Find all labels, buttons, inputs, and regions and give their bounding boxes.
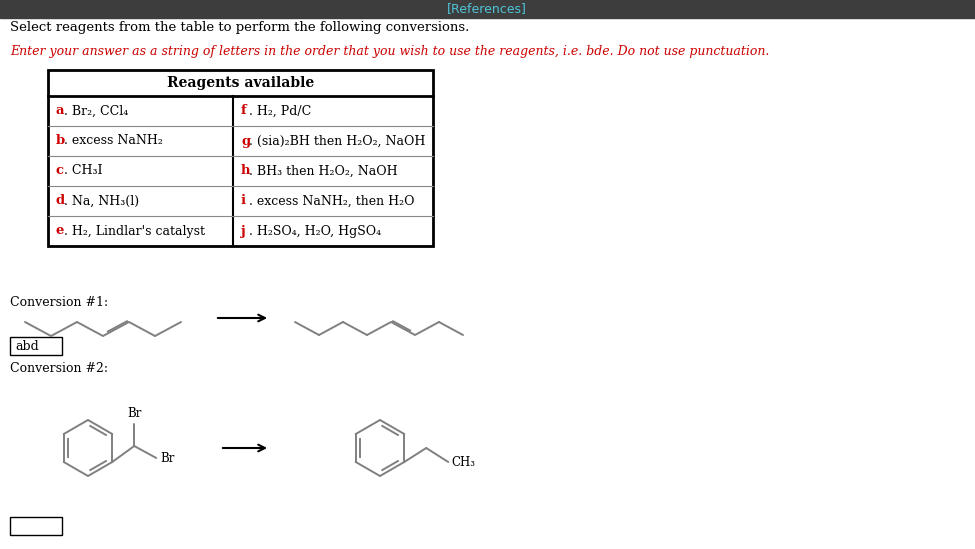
Text: . (sia)₂BH then H₂O₂, NaOH: . (sia)₂BH then H₂O₂, NaOH bbox=[249, 135, 425, 148]
Text: Reagents available: Reagents available bbox=[167, 76, 314, 90]
Text: abd: abd bbox=[15, 339, 39, 352]
Text: i: i bbox=[241, 194, 246, 208]
Text: e: e bbox=[56, 225, 64, 238]
Text: h: h bbox=[241, 165, 251, 177]
Text: a: a bbox=[56, 104, 64, 117]
Text: . H₂SO₄, H₂O, HgSO₄: . H₂SO₄, H₂O, HgSO₄ bbox=[249, 225, 381, 238]
Text: [References]: [References] bbox=[448, 3, 526, 15]
Text: b: b bbox=[56, 135, 65, 148]
Text: CH₃: CH₃ bbox=[451, 456, 475, 468]
Text: g: g bbox=[241, 135, 251, 148]
Text: . BH₃ then H₂O₂, NaOH: . BH₃ then H₂O₂, NaOH bbox=[249, 165, 398, 177]
Text: Br: Br bbox=[127, 407, 141, 420]
Bar bbox=[0, 0, 975, 18]
Text: . excess NaNH₂, then H₂O: . excess NaNH₂, then H₂O bbox=[249, 194, 414, 208]
Bar bbox=[10, 337, 62, 355]
Text: . H₂, Pd/C: . H₂, Pd/C bbox=[249, 104, 311, 117]
Text: Conversion #1:: Conversion #1: bbox=[10, 295, 108, 309]
Text: Br: Br bbox=[160, 451, 175, 464]
Text: . Na, NH₃(l): . Na, NH₃(l) bbox=[64, 194, 139, 208]
Text: . Br₂, CCl₄: . Br₂, CCl₄ bbox=[64, 104, 129, 117]
Text: Enter your answer as a string of letters in the order that you wish to use the r: Enter your answer as a string of letters… bbox=[10, 46, 769, 59]
Text: d: d bbox=[56, 194, 65, 208]
Text: . excess NaNH₂: . excess NaNH₂ bbox=[64, 135, 163, 148]
Text: . CH₃I: . CH₃I bbox=[64, 165, 102, 177]
Bar bbox=[10, 517, 62, 535]
Text: f: f bbox=[241, 104, 247, 117]
Text: j: j bbox=[241, 225, 246, 238]
Bar bbox=[48, 70, 433, 246]
Text: . H₂, Lindlar's catalyst: . H₂, Lindlar's catalyst bbox=[64, 225, 205, 238]
Text: Select reagents from the table to perform the following conversions.: Select reagents from the table to perfor… bbox=[10, 21, 469, 35]
Text: Conversion #2:: Conversion #2: bbox=[10, 361, 108, 374]
Text: c: c bbox=[56, 165, 64, 177]
